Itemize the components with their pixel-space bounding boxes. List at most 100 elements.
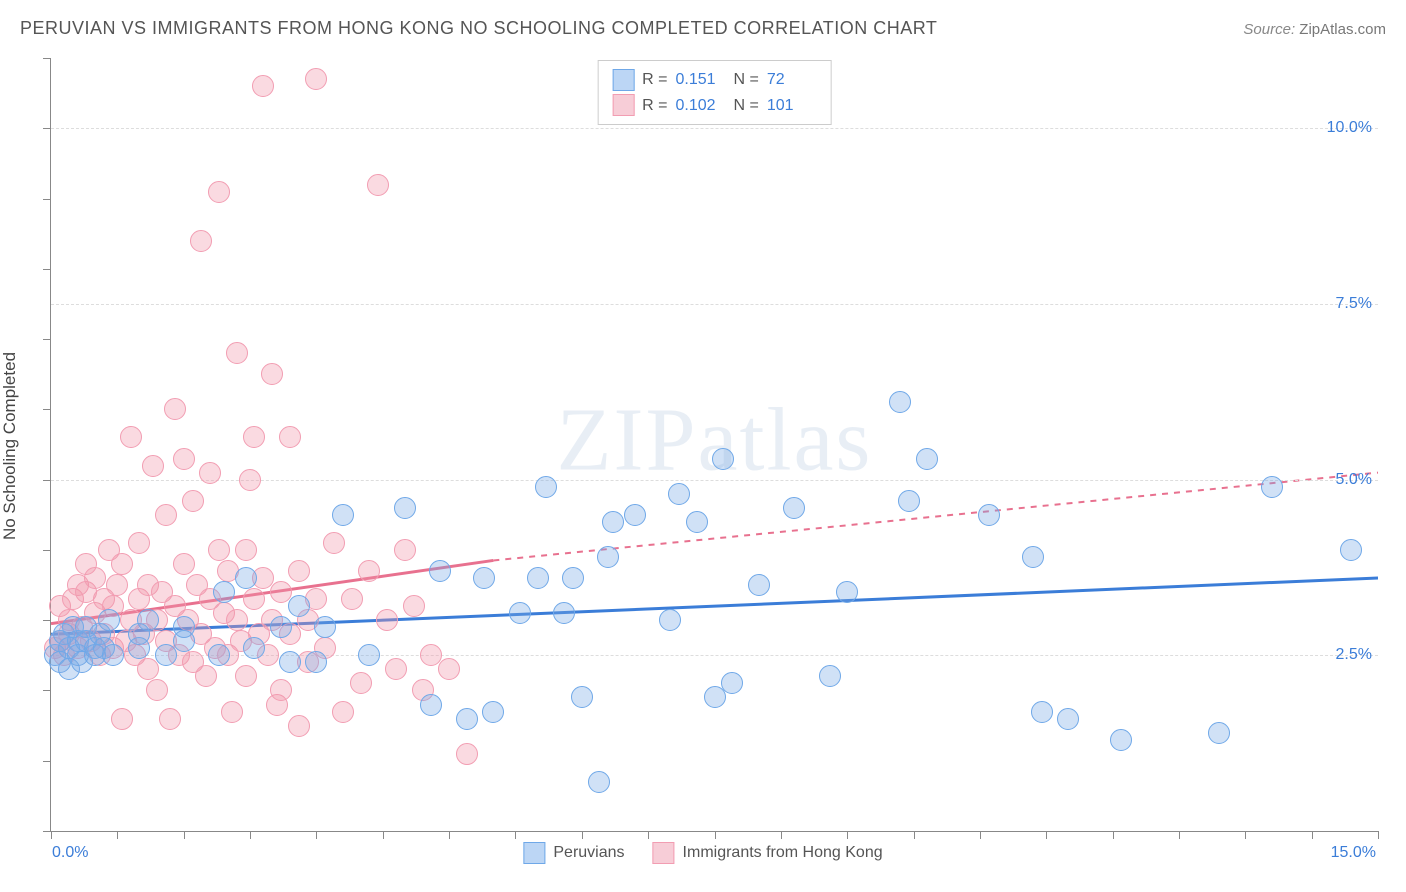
- data-point: [438, 658, 460, 680]
- y-axis-label: No Schooling Completed: [0, 352, 20, 540]
- data-point: [1261, 476, 1283, 498]
- data-point: [323, 532, 345, 554]
- data-point: [314, 616, 336, 638]
- x-tick-mark: [515, 831, 516, 839]
- y-tick-mark: [43, 409, 51, 410]
- data-point: [155, 504, 177, 526]
- data-point: [221, 701, 243, 723]
- data-point: [597, 546, 619, 568]
- data-point: [1031, 701, 1053, 723]
- stat-n-value: 72: [767, 67, 817, 93]
- stats-legend-box: R =0.151N =72R =0.102N =101: [597, 60, 832, 125]
- x-tick-mark: [1046, 831, 1047, 839]
- data-point: [111, 553, 133, 575]
- x-tick-mark: [582, 831, 583, 839]
- data-point: [279, 426, 301, 448]
- legend-swatch: [612, 94, 634, 116]
- data-point: [571, 686, 593, 708]
- data-point: [288, 595, 310, 617]
- data-point: [602, 511, 624, 533]
- data-point: [137, 658, 159, 680]
- data-point: [358, 644, 380, 666]
- x-tick-mark: [648, 831, 649, 839]
- data-point: [332, 701, 354, 723]
- data-point: [376, 609, 398, 631]
- legend-swatch: [523, 842, 545, 864]
- data-point: [84, 567, 106, 589]
- stats-legend-row: R =0.102N =101: [612, 93, 817, 119]
- x-tick-mark: [184, 831, 185, 839]
- data-point: [146, 679, 168, 701]
- data-point: [270, 616, 292, 638]
- x-tick-mark: [51, 831, 52, 839]
- y-tick-label: 5.0%: [1336, 471, 1372, 489]
- legend-swatch: [653, 842, 675, 864]
- data-point: [164, 398, 186, 420]
- data-point: [721, 672, 743, 694]
- data-point: [1057, 708, 1079, 730]
- y-tick-mark: [43, 690, 51, 691]
- data-point: [270, 679, 292, 701]
- data-point: [111, 708, 133, 730]
- legend-label: Immigrants from Hong Kong: [683, 844, 883, 862]
- data-point: [243, 637, 265, 659]
- data-point: [473, 567, 495, 589]
- data-point: [898, 490, 920, 512]
- data-point: [553, 602, 575, 624]
- stat-n-value: 101: [767, 93, 817, 119]
- data-point: [394, 497, 416, 519]
- data-point: [748, 574, 770, 596]
- x-tick-mark: [847, 831, 848, 839]
- data-point: [102, 644, 124, 666]
- data-point: [235, 567, 257, 589]
- stat-r-label: R =: [642, 93, 667, 119]
- data-point: [819, 665, 841, 687]
- source-label: Source:: [1243, 21, 1295, 38]
- source-credit: Source: ZipAtlas.com: [1243, 21, 1386, 38]
- data-point: [385, 658, 407, 680]
- stat-n-label: N =: [734, 67, 759, 93]
- data-point: [235, 539, 257, 561]
- data-point: [243, 426, 265, 448]
- data-point: [261, 363, 283, 385]
- x-tick-mark: [1245, 831, 1246, 839]
- x-tick-mark: [914, 831, 915, 839]
- x-tick-mark: [250, 831, 251, 839]
- data-point: [208, 539, 230, 561]
- x-tick-mark: [117, 831, 118, 839]
- data-point: [686, 511, 708, 533]
- data-point: [659, 609, 681, 631]
- data-point: [252, 75, 274, 97]
- x-tick-mark: [1113, 831, 1114, 839]
- data-point: [358, 560, 380, 582]
- legend-item: Immigrants from Hong Kong: [653, 842, 883, 864]
- data-point: [239, 469, 261, 491]
- stat-r-value: 0.151: [676, 67, 726, 93]
- data-point: [208, 181, 230, 203]
- data-point: [350, 672, 372, 694]
- x-tick-mark: [1312, 831, 1313, 839]
- y-tick-label: 2.5%: [1336, 646, 1372, 664]
- data-point: [535, 476, 557, 498]
- data-point: [226, 609, 248, 631]
- x-tick-mark: [980, 831, 981, 839]
- y-tick-mark: [43, 620, 51, 621]
- y-tick-mark: [43, 339, 51, 340]
- gridline: [51, 128, 1378, 129]
- data-point: [889, 391, 911, 413]
- x-tick-mark: [715, 831, 716, 839]
- x-tick-mark: [781, 831, 782, 839]
- chart-title: PERUVIAN VS IMMIGRANTS FROM HONG KONG NO…: [20, 18, 937, 39]
- data-point: [668, 483, 690, 505]
- stat-r-value: 0.102: [676, 93, 726, 119]
- data-point: [106, 574, 128, 596]
- data-point: [120, 426, 142, 448]
- data-point: [288, 715, 310, 737]
- data-point: [142, 455, 164, 477]
- series-legend: Peruvians Immigrants from Hong Kong: [523, 842, 882, 864]
- legend-item: Peruvians: [523, 842, 624, 864]
- x-tick-mark: [316, 831, 317, 839]
- data-point: [367, 174, 389, 196]
- x-tick-mark: [449, 831, 450, 839]
- data-point: [190, 230, 212, 252]
